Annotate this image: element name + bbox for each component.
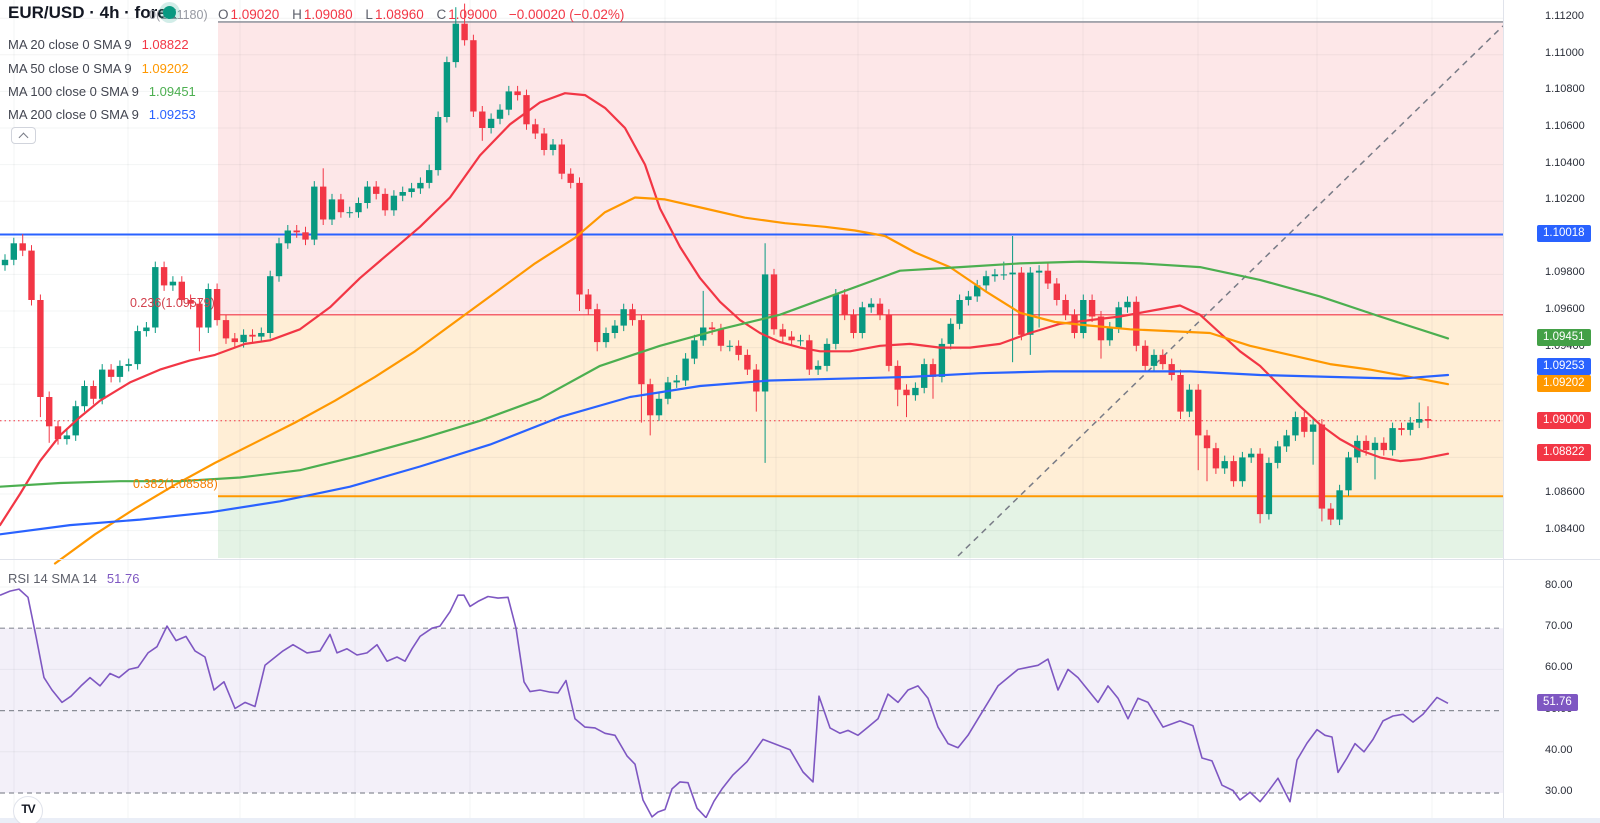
legend-ma20-label: MA 20 close 0 SMA 9: [8, 37, 132, 52]
high-label: H: [292, 7, 302, 22]
price-tick-label: 1.11200: [1545, 10, 1584, 23]
symbol-title[interactable]: EUR/USD · 4h · forex: [8, 3, 177, 22]
legend-ma100-label: MA 100 close 0 SMA 9: [8, 84, 139, 99]
legend-ma100-value: 1.09451: [148, 84, 196, 99]
price-tick-label: 1.10400: [1545, 156, 1585, 169]
chevron-up-icon: [18, 132, 29, 143]
tradingview-logo[interactable]: TV: [13, 796, 43, 823]
change-value: −0.00020 (−0.02%): [508, 7, 625, 22]
rsi-tick-label: 60.00: [1545, 661, 1573, 674]
price-tick-label: 1.09800: [1545, 266, 1585, 279]
legend-ma20[interactable]: MA 20 close 0 SMA 9 1.08822: [8, 37, 189, 52]
legend-ma20-value: 1.08822: [141, 37, 189, 52]
collapse-legend-button[interactable]: [11, 127, 36, 144]
legend-ma200-value: 1.09253: [148, 107, 196, 122]
price-tick-label: 1.11000: [1545, 46, 1584, 59]
legend-ma50-value: 1.09202: [141, 61, 189, 76]
fib-level-382-label: 0.382(1.08588): [133, 477, 218, 491]
price-tick-label: 1.10800: [1545, 83, 1585, 96]
legend-ma50-label: MA 50 close 0 SMA 9: [8, 61, 132, 76]
price-tick-label: 1.08400: [1545, 522, 1585, 535]
ma50-price-badge: 1.09202: [1537, 375, 1591, 392]
rsi-tick-label: 80.00: [1545, 579, 1573, 591]
tradingview-logo-glyph: TV: [21, 802, 35, 816]
time-axis-edge[interactable]: [0, 818, 1600, 823]
rsi-legend-label: RSI 14 SMA 14: [8, 571, 97, 586]
open-value: 1.09020: [230, 7, 280, 22]
rsi-tick-label: 70.00: [1545, 620, 1573, 633]
price-tick-label: 1.10200: [1545, 193, 1585, 206]
rsi-legend[interactable]: RSI 14 SMA 14 51.76: [8, 571, 139, 586]
price-tick-label: 1.08600: [1545, 486, 1585, 498]
market-status-dot: [163, 6, 176, 19]
open-label: O: [218, 7, 229, 22]
close-value: 1.09000: [448, 7, 498, 22]
price-tick-label: 1.09600: [1545, 303, 1585, 315]
fib-level-236-label: 0.236(1.09579): [130, 296, 215, 310]
legend-ma50[interactable]: MA 50 close 0 SMA 9 1.09202: [8, 61, 189, 76]
last-price-badge: 1.09000: [1537, 412, 1591, 429]
legend-ma200[interactable]: MA 200 close 0 SMA 9 1.09253: [8, 107, 196, 122]
fib-level-0-label: 0(1.11180): [149, 8, 208, 22]
rsi-value-badge: 51.76: [1537, 694, 1578, 711]
rsi-legend-value: 51.76: [106, 571, 140, 586]
ohlc-readout: O 1.09020 H 1.09080 L 1.08960 C 1.09000 −0.0…: [218, 7, 624, 22]
low-value: 1.08960: [374, 7, 424, 22]
ma20-price-badge: 1.08822: [1537, 444, 1591, 461]
low-label: L: [365, 7, 373, 22]
close-label: C: [436, 7, 447, 22]
legend-ma200-label: MA 200 close 0 SMA 9: [8, 107, 139, 122]
rsi-tick-label: 30.00: [1545, 785, 1573, 797]
alert-level-badge: 1.10018: [1537, 225, 1591, 242]
high-value: 1.09080: [303, 7, 353, 22]
ma100-price-badge: 1.09451: [1537, 329, 1591, 346]
ma200-price-badge: 1.09253: [1537, 358, 1591, 375]
rsi-tick-label: 40.00: [1545, 743, 1573, 756]
price-tick-label: 1.10600: [1545, 120, 1585, 132]
legend-ma100[interactable]: MA 100 close 0 SMA 9 1.09451: [8, 84, 196, 99]
